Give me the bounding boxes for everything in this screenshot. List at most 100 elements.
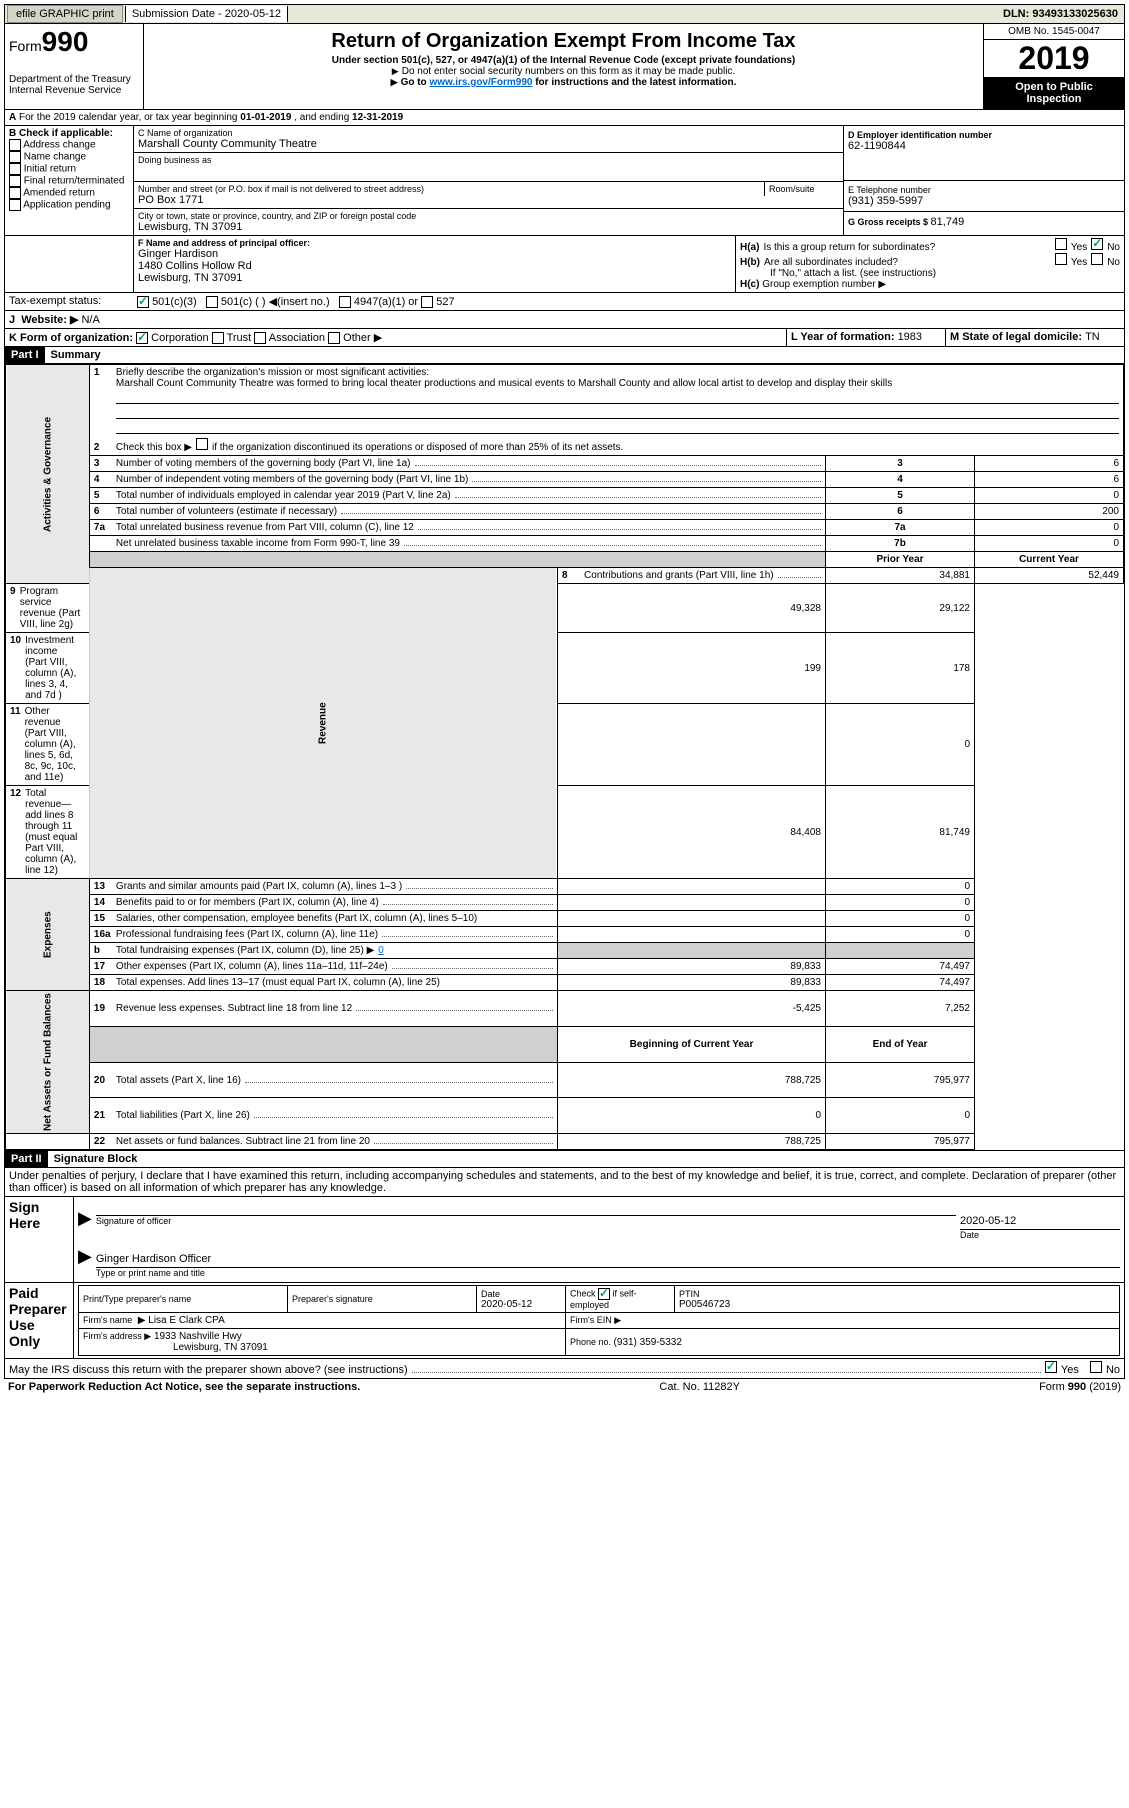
4947-checkbox[interactable] xyxy=(339,296,351,308)
phone: (931) 359-5997 xyxy=(848,195,1120,207)
l21-cy: 0 xyxy=(826,1098,975,1134)
l8-cy: 52,449 xyxy=(975,568,1124,584)
other-checkbox[interactable] xyxy=(328,332,340,344)
l1-value: Marshall Count Community Theatre was for… xyxy=(94,378,1119,389)
501c-checkbox[interactable] xyxy=(206,296,218,308)
addr-change-label: Address change xyxy=(23,140,95,151)
dba-label: Doing business as xyxy=(138,155,839,165)
self-emp-checkbox[interactable] xyxy=(598,1288,610,1300)
l16b-text: Total fundraising expenses (Part IX, col… xyxy=(116,945,374,956)
eoy-hdr: End of Year xyxy=(826,1026,975,1062)
l11-cy: 0 xyxy=(826,704,975,786)
l22-py: 788,725 xyxy=(558,1134,826,1150)
line-a-mid: , and ending xyxy=(291,112,352,123)
other-label: Other ▶ xyxy=(343,332,382,344)
officer-name-label: Type or print name and title xyxy=(96,1268,1120,1278)
l2-checkbox[interactable] xyxy=(196,438,208,450)
sig-label: Signature of officer xyxy=(96,1216,956,1226)
cat-no: Cat. No. 11282Y xyxy=(659,1381,740,1393)
irs-link[interactable]: www.irs.gov/Form990 xyxy=(429,77,532,88)
l15-cy: 0 xyxy=(826,911,975,927)
initial-return-label: Initial return xyxy=(24,164,76,175)
firm-phone-label: Phone no. xyxy=(570,1337,614,1347)
final-return-checkbox[interactable] xyxy=(9,175,21,187)
header-left: Form990 Department of the Treasury Inter… xyxy=(5,24,144,109)
firm-addr: 1933 Nashville Hwy xyxy=(154,1331,242,1342)
discuss-no-checkbox[interactable] xyxy=(1090,1361,1102,1373)
4947-label: 4947(a)(1) or xyxy=(354,296,418,308)
l7b-val: 0 xyxy=(975,536,1124,552)
hb-no-checkbox[interactable] xyxy=(1091,253,1103,265)
l16a-num: 16a xyxy=(94,929,112,940)
l21-num: 21 xyxy=(94,1110,112,1121)
l10-cy: 178 xyxy=(826,633,975,704)
assoc-label: Association xyxy=(269,332,325,344)
l20-num: 20 xyxy=(94,1075,112,1086)
prep-sig-label: Preparer's signature xyxy=(292,1294,472,1304)
header-center: Return of Organization Exempt From Incom… xyxy=(144,24,983,109)
form-number: 990 xyxy=(42,26,89,57)
state-domicile: TN xyxy=(1085,331,1100,343)
initial-return-checkbox[interactable] xyxy=(9,163,21,175)
l16b-val: 0 xyxy=(378,945,384,956)
subtitle-3a: Go to xyxy=(391,77,430,88)
name-change-checkbox[interactable] xyxy=(9,151,21,163)
corp-checkbox[interactable] xyxy=(136,332,148,344)
line-a-text: For the 2019 calendar year, or tax year … xyxy=(19,112,240,123)
c-name-label: C Name of organization xyxy=(138,128,839,138)
ptin: P00546723 xyxy=(679,1299,1115,1310)
l-label: L Year of formation: xyxy=(791,331,898,343)
footer-formno: 990 xyxy=(1068,1381,1086,1393)
corp-label: Corporation xyxy=(151,332,208,344)
527-checkbox[interactable] xyxy=(421,296,433,308)
website: N/A xyxy=(81,314,99,326)
k-label: K Form of organization: xyxy=(9,332,133,344)
vlabel-netassets: Net Assets or Fund Balances xyxy=(6,991,90,1134)
section-b: B Check if applicable: Address change Na… xyxy=(5,126,134,235)
l3-val: 6 xyxy=(975,456,1124,472)
open-public: Open to Public Inspection xyxy=(984,77,1124,109)
hb-no: No xyxy=(1107,257,1120,268)
l2-text: Check this box ▶ xyxy=(116,442,192,453)
l12-py: 84,408 xyxy=(558,786,826,879)
l6-num: 6 xyxy=(94,506,112,517)
app-pending-checkbox[interactable] xyxy=(9,199,21,211)
hb-text: Are all subordinates included? xyxy=(764,257,1051,268)
amended-checkbox[interactable] xyxy=(9,187,21,199)
ptin-label: PTIN xyxy=(679,1289,1115,1299)
f-label: F Name and address of principal officer: xyxy=(138,238,731,248)
officer-addr: 1480 Collins Hollow Rd xyxy=(138,260,731,272)
l22-num: 22 xyxy=(94,1136,112,1147)
j-label: J xyxy=(9,314,15,326)
paid-preparer-block: Paid Preparer Use Only Print/Type prepar… xyxy=(4,1283,1125,1359)
l7a-box: 7a xyxy=(826,520,975,536)
l5-val: 0 xyxy=(975,488,1124,504)
501c3-checkbox[interactable] xyxy=(137,296,149,308)
officer-sig-name: Ginger Hardison Officer xyxy=(96,1253,1120,1268)
ty-end: 12-31-2019 xyxy=(352,112,403,123)
prep-name-label: Print/Type preparer's name xyxy=(83,1294,283,1304)
form-label: Form xyxy=(9,38,42,54)
l13-cy: 0 xyxy=(826,879,975,895)
current-year-hdr: Current Year xyxy=(975,552,1124,568)
hb-yes-checkbox[interactable] xyxy=(1055,253,1067,265)
l4-num: 4 xyxy=(94,474,112,485)
addr-change-checkbox[interactable] xyxy=(9,139,21,151)
l16a-text: Professional fundraising fees (Part IX, … xyxy=(116,929,378,940)
l9-py: 49,328 xyxy=(558,584,826,633)
ha-yes-checkbox[interactable] xyxy=(1055,238,1067,250)
l6-val: 200 xyxy=(975,504,1124,520)
trust-checkbox[interactable] xyxy=(212,332,224,344)
discuss-yes-checkbox[interactable] xyxy=(1045,1361,1057,1373)
501c3-label: 501(c)(3) xyxy=(152,296,197,308)
l17-cy: 74,497 xyxy=(826,959,975,975)
assoc-checkbox[interactable] xyxy=(254,332,266,344)
ha-text: Is this a group return for subordinates? xyxy=(763,242,1050,253)
l21-py: 0 xyxy=(558,1098,826,1134)
irs-discuss: May the IRS discuss this return with the… xyxy=(4,1359,1125,1379)
m-label: M State of legal domicile: xyxy=(950,331,1085,343)
l12-cy: 81,749 xyxy=(826,786,975,879)
l9-text: Program service revenue (Part VIII, line… xyxy=(20,586,81,630)
ha-no-checkbox[interactable] xyxy=(1091,238,1103,250)
efile-print-button[interactable]: efile GRAPHIC print xyxy=(7,5,123,23)
